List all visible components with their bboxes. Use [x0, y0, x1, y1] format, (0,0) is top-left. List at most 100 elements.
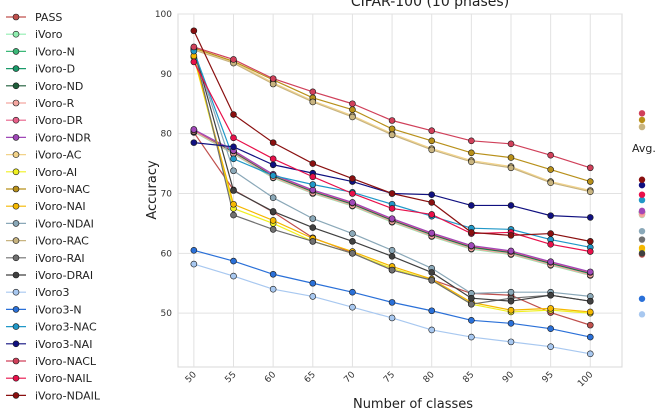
data-point	[547, 241, 554, 248]
data-point	[507, 202, 515, 209]
data-point	[349, 303, 356, 311]
legend-swatch-marker	[12, 271, 20, 279]
data-point	[547, 343, 554, 350]
legend-item: iVoro3-NAC	[6, 321, 97, 334]
data-point	[428, 199, 436, 206]
legend-swatch-marker	[12, 340, 20, 348]
data-point	[586, 333, 594, 341]
legend-swatch-marker	[12, 116, 20, 124]
data-point	[428, 146, 436, 154]
legend-item: iVoro3-NAI	[6, 338, 92, 351]
legend-label: iVoro-NACL	[35, 355, 97, 368]
data-point	[349, 100, 356, 108]
data-point	[586, 268, 594, 276]
legend-item: PASS	[6, 11, 62, 24]
average-marker	[638, 227, 646, 235]
data-point	[507, 288, 515, 296]
legend-swatch-marker	[12, 13, 20, 21]
data-point	[428, 307, 436, 315]
average-marker	[638, 311, 646, 318]
legend-swatch-marker	[12, 202, 20, 210]
x-axis-label: Number of classes	[353, 397, 473, 412]
data-point	[230, 56, 237, 63]
data-point	[547, 230, 554, 237]
data-point	[190, 27, 198, 35]
data-point	[468, 317, 475, 324]
data-point	[349, 250, 356, 257]
data-point	[388, 190, 396, 197]
data-point	[309, 293, 317, 300]
data-point	[468, 137, 475, 145]
data-point	[586, 321, 594, 329]
legend-swatch-marker	[12, 99, 20, 107]
data-point	[586, 188, 594, 195]
average-marker	[638, 191, 646, 198]
data-point	[468, 149, 475, 157]
legend-item: iVoro-NAIL	[6, 372, 93, 385]
data-point	[269, 139, 277, 146]
data-point	[507, 232, 515, 239]
legend-label: iVoro-AC	[35, 149, 82, 162]
legend-label: PASS	[35, 11, 62, 24]
data-point	[547, 258, 554, 265]
average-marker	[638, 116, 646, 124]
data-point	[269, 155, 277, 163]
legend-label: iVoro-NAI	[35, 200, 86, 213]
data-point	[547, 212, 554, 219]
data-point	[309, 88, 317, 96]
legend-item: iVoro-NDAIL	[6, 389, 101, 402]
data-point	[269, 194, 277, 201]
data-point	[586, 308, 594, 316]
data-point	[230, 257, 237, 265]
data-point	[388, 131, 396, 139]
legend-swatch-marker	[12, 30, 20, 38]
legend-swatch-marker	[12, 237, 20, 244]
data-point	[547, 151, 554, 159]
legend-item: iVoro-N	[6, 45, 75, 58]
legend-item: iVoro-NAI	[6, 200, 86, 213]
data-point	[309, 160, 317, 167]
legend-label: iVoro3-NAC	[35, 321, 97, 334]
average-marker	[638, 295, 646, 302]
data-point	[586, 178, 594, 185]
data-point	[230, 111, 237, 118]
data-point	[190, 247, 198, 254]
data-point	[269, 172, 277, 179]
legend-item: iVoro-AC	[6, 149, 82, 162]
data-point	[388, 125, 396, 133]
data-point	[349, 190, 356, 197]
legend-item: iVoro-D	[6, 63, 75, 76]
data-point	[547, 179, 554, 187]
data-point	[190, 260, 198, 268]
legend-label: iVoro-NDAIL	[35, 389, 101, 402]
data-point	[547, 291, 554, 299]
legend-swatch-marker	[12, 151, 20, 158]
legend-swatch-marker	[12, 48, 20, 55]
data-point	[507, 140, 515, 148]
legend-swatch-marker	[12, 374, 20, 382]
data-point	[309, 279, 317, 287]
legend-label: iVoro3	[35, 286, 69, 299]
data-point	[586, 238, 594, 245]
data-point	[388, 117, 396, 124]
data-point	[428, 326, 436, 334]
legend-swatch-marker	[12, 185, 20, 193]
data-point	[428, 276, 436, 284]
legend-swatch-marker	[12, 168, 20, 176]
average-marker	[638, 110, 646, 117]
legend-item: iVoro3-N	[6, 303, 82, 316]
data-point	[230, 272, 237, 280]
y-axis-label: Accuracy	[145, 160, 160, 220]
data-point	[230, 167, 237, 175]
y-tick-label: 70	[161, 189, 173, 199]
data-point	[586, 350, 594, 358]
data-point	[309, 98, 317, 106]
legend-swatch-marker	[12, 306, 20, 313]
y-tick-label: 100	[155, 10, 172, 20]
data-point	[547, 166, 554, 173]
legend-swatch-marker	[12, 82, 20, 90]
data-point	[349, 175, 356, 182]
y-tick-label: 60	[161, 249, 173, 259]
average-markers	[638, 110, 646, 318]
